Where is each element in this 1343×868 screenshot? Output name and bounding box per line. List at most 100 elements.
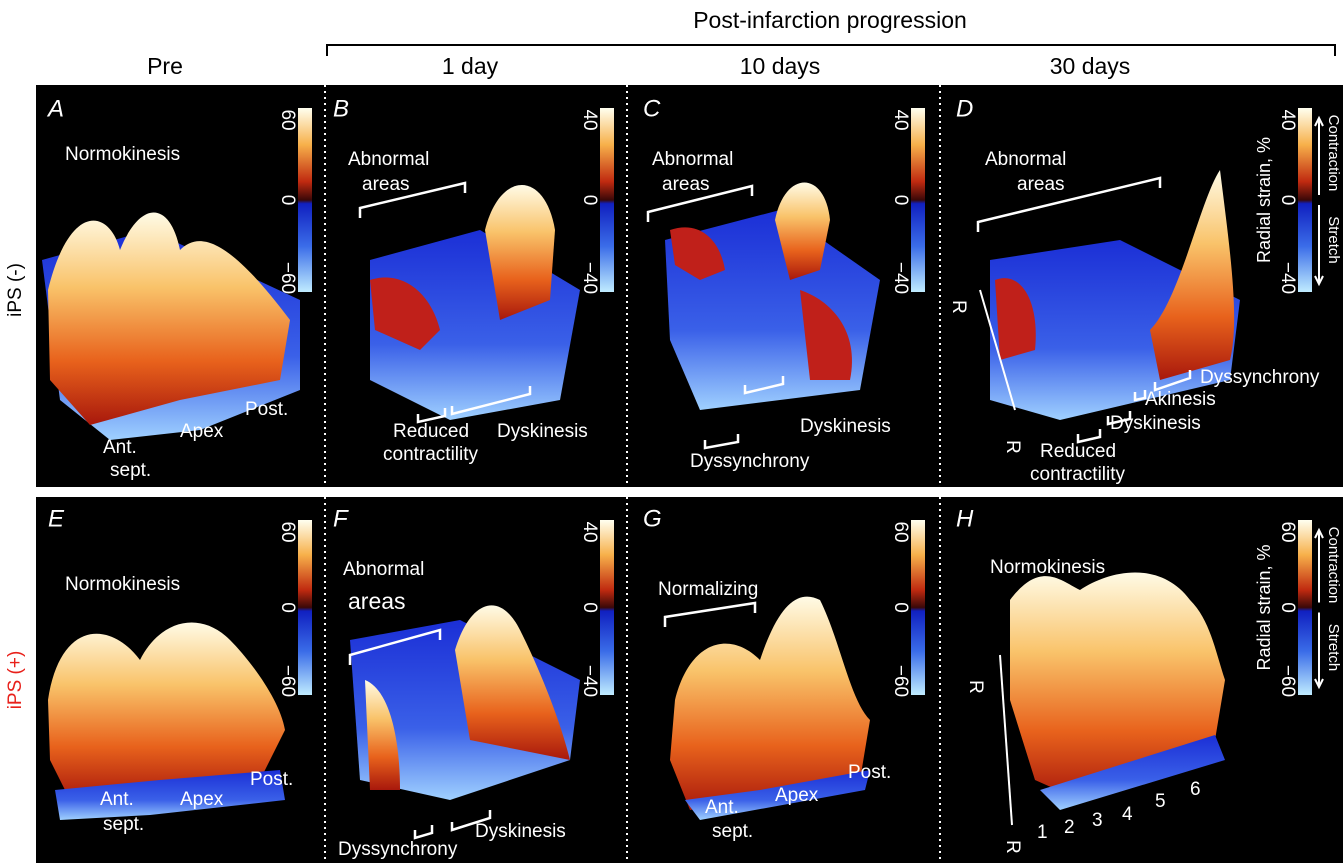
colorbar-tick: −60 — [1277, 665, 1298, 697]
colorbar — [600, 108, 614, 292]
annotation: sept. — [103, 814, 144, 835]
panel-letter: H — [956, 505, 974, 532]
colorbar — [298, 108, 312, 292]
annotation: contractility — [1030, 464, 1126, 485]
colorbar-tick: 0 — [890, 602, 911, 613]
annotation: Normalizing — [658, 579, 758, 600]
colorbar-tick: −40 — [890, 262, 911, 294]
panel-letter: C — [643, 95, 661, 122]
legend-contraction: Contraction — [1325, 115, 1342, 192]
annotation: areas — [348, 588, 406, 614]
colorbar-tick: 40 — [579, 521, 600, 542]
annotation: sept. — [712, 821, 753, 842]
annotation: R — [1002, 440, 1023, 454]
row-label: iPS (+) — [5, 651, 26, 710]
annotation: Ant. — [103, 437, 137, 458]
annotation: Dyskinesis — [475, 821, 566, 842]
annotation: Ant. — [100, 789, 134, 810]
annotation: Post. — [250, 769, 293, 790]
colorbar-tick: 0 — [277, 195, 298, 206]
annotation: Dyskinesis — [497, 421, 588, 442]
colorbar-tick: −60 — [277, 665, 298, 697]
page: {"header":{"title":"Post-infarction prog… — [0, 0, 1343, 863]
colorbar-tick: 0 — [277, 602, 298, 613]
legend-stretch: Stretch — [1325, 624, 1342, 672]
colorbar — [911, 108, 925, 292]
annotation: areas — [662, 174, 710, 195]
header-title: Post-infarction progression — [693, 7, 967, 33]
figure: Post-infarction progression Pre 1 day 10… — [0, 0, 1343, 863]
annotation: Abnormal — [343, 559, 424, 580]
annotation: sept. — [110, 460, 151, 481]
annotation: Dyssynchrony — [1200, 367, 1320, 388]
annotation: Dyskinesis — [1110, 413, 1201, 434]
colorbar-tick: −60 — [277, 262, 298, 294]
column-header: 30 days — [1050, 53, 1131, 79]
annotation: Abnormal — [985, 149, 1066, 170]
annotation: 1 — [1037, 822, 1048, 843]
annotation: 2 — [1064, 817, 1075, 838]
annotation: Apex — [180, 421, 224, 442]
colorbar — [1298, 520, 1312, 695]
panel-letter: E — [48, 505, 65, 532]
panel-letter: G — [643, 505, 662, 532]
annotation: Dyssynchrony — [338, 839, 458, 860]
colorbar-tick: 40 — [1277, 109, 1298, 130]
annotation: Normokinesis — [990, 557, 1105, 578]
annotation: contractility — [383, 444, 479, 465]
colorbar — [911, 520, 925, 695]
colorbar — [1298, 108, 1312, 292]
colorbar-tick: 40 — [579, 109, 600, 130]
colorbar-tick: 0 — [1277, 602, 1298, 613]
annotation: 6 — [1190, 779, 1201, 800]
annotation: Post. — [245, 399, 288, 420]
legend-stretch: Stretch — [1325, 216, 1342, 264]
annotation: 3 — [1092, 810, 1103, 831]
colorbar-title: Radial strain, % — [1254, 137, 1274, 263]
annotation: Apex — [180, 789, 224, 810]
annotation: Normokinesis — [65, 144, 180, 165]
annotation: Abnormal — [348, 149, 429, 170]
panel-letter: F — [333, 505, 349, 532]
column-header: Pre — [147, 53, 183, 79]
annotation: Akinesis — [1145, 389, 1216, 410]
annotation: Abnormal — [652, 149, 733, 170]
annotation: areas — [362, 174, 410, 195]
annotation: Normokinesis — [65, 574, 180, 595]
column-header: 1 day — [442, 53, 499, 79]
colorbar-tick: 0 — [579, 195, 600, 206]
colorbar — [298, 520, 312, 695]
colorbar-tick: 60 — [277, 521, 298, 542]
colorbar-tick: −60 — [890, 665, 911, 697]
colorbar-tick: 0 — [890, 195, 911, 206]
colorbar-tick: 40 — [890, 109, 911, 130]
annotation: R — [965, 680, 986, 694]
row-label: iPS (-) — [5, 263, 26, 317]
colorbar-tick: −40 — [579, 262, 600, 294]
colorbar — [600, 520, 614, 695]
colorbar-tick: 0 — [579, 602, 600, 613]
annotation: R — [1002, 840, 1023, 854]
annotation: R — [948, 300, 969, 314]
panel-letter: A — [46, 95, 64, 122]
annotation: Apex — [775, 785, 819, 806]
annotation: Dyssynchrony — [690, 451, 810, 472]
colorbar-title: Radial strain, % — [1254, 544, 1274, 670]
annotation: Ant. — [705, 797, 739, 818]
annotation: 5 — [1155, 791, 1166, 812]
annotation: Post. — [848, 762, 891, 783]
annotation: Dyskinesis — [800, 416, 891, 437]
panel-letter: B — [333, 95, 349, 122]
colorbar-tick: 60 — [890, 521, 911, 542]
annotation: areas — [1017, 174, 1065, 195]
colorbar-tick: −40 — [579, 665, 600, 697]
panel-letter: D — [956, 95, 973, 122]
column-header: 10 days — [740, 53, 821, 79]
legend-contraction: Contraction — [1325, 527, 1342, 604]
colorbar-tick: 60 — [277, 109, 298, 130]
colorbar-tick: 60 — [1277, 521, 1298, 542]
colorbar-tick: −40 — [1277, 262, 1298, 294]
annotation: Reduced — [1040, 441, 1116, 462]
annotation: Reduced — [393, 421, 469, 442]
annotation: 4 — [1122, 804, 1133, 825]
